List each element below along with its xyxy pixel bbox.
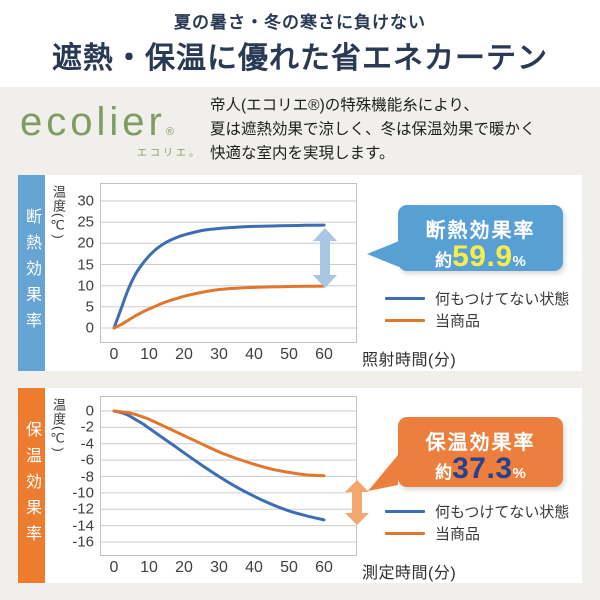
chart-legend: 何もつけてない状態 当商品 — [385, 500, 569, 544]
chart-legend: 何もつけてない状態 当商品 — [385, 287, 569, 331]
logo-wordmark: ecolier — [20, 100, 166, 144]
insulation-banner: 断熱効果率 — [18, 175, 45, 371]
content-area: ecolier® エコリエ。 帝人(エコリエ®)の特殊機能糸により、 夏は遮熱効… — [0, 87, 600, 600]
intro-line-2: 夏は遮熱効果で涼しく、冬は保温効果で暖かく — [210, 121, 536, 139]
legend-label: 何もつけてない状態 — [435, 503, 570, 521]
heat-retention-chart-card: 保温効果率 温度(℃) 0 -2 -4 -6 -8 -10 -12 -14 -16 0 10 20 3… — [18, 388, 582, 583]
legend-label: 当商品 — [435, 312, 481, 330]
callout-value-row: 約59.9% — [398, 240, 563, 274]
header-subtitle: 夏の暑さ・冬の寒さに負けない — [174, 13, 426, 32]
callout-unit: % — [512, 465, 526, 482]
callout-tail-icon — [368, 455, 398, 491]
ecolier-logo: ecolier® エコリエ。 — [20, 96, 210, 162]
heat-retention-line-chart — [100, 396, 357, 556]
callout-tail-icon — [367, 241, 399, 267]
callout-title: 断熱効果率 — [425, 220, 536, 242]
callout-value: 59.9 — [452, 240, 513, 273]
insulation-callout: 断熱効果率 約59.9% — [367, 205, 563, 274]
intro-description: 帝人(エコリエ®)の特殊機能糸により、 夏は遮熱効果で涼しく、冬は保温効果で暖か… — [210, 94, 582, 167]
legend-item-product: 当商品 — [385, 309, 569, 331]
callout-title: 保温効果率 — [425, 432, 536, 454]
callout-value: 37.3 — [452, 452, 513, 485]
x-axis-title: 照射時間(分) — [362, 352, 457, 369]
callout-approx: 約 — [435, 463, 453, 482]
x-axis-title: 測定時間(分) — [362, 565, 457, 582]
insulation-line-chart — [100, 183, 357, 343]
header: 夏の暑さ・冬の寒さに負けない 遮熱・保温に優れた省エネカーテン — [0, 0, 600, 87]
callout-approx: 約 — [435, 251, 453, 270]
legend-line-orange-icon — [385, 318, 425, 322]
temperature-difference-arrow-icon — [313, 228, 337, 288]
temperature-difference-arrow-icon — [345, 480, 369, 525]
logo-ruby: エコリエ。 — [137, 148, 202, 159]
legend-label: 当商品 — [435, 525, 481, 543]
y-axis-title: 温度(℃) — [51, 185, 66, 240]
intro-line-1: 帝人(エコリエ®)の特殊機能糸により、 — [210, 97, 479, 114]
legend-item-bare: 何もつけてない状態 — [385, 500, 569, 522]
page-title: 遮熱・保温に優れた省エネカーテン — [52, 42, 548, 75]
y-axis-title: 温度(℃) — [51, 398, 66, 453]
legend-label: 何もつけてない状態 — [435, 290, 570, 308]
legend-item-bare: 何もつけてない状態 — [385, 287, 569, 309]
legend-line-blue-icon — [385, 296, 425, 300]
callout-unit: % — [512, 253, 526, 270]
callout-value-row: 約37.3% — [398, 452, 563, 486]
insulation-chart-card: 断熱効果率 温度(℃) 30 25 20 15 10 5 0 0 10 20 30 40 50 60 照… — [18, 175, 582, 371]
legend-item-product: 当商品 — [385, 522, 569, 544]
heat-retention-callout: 保温効果率 約37.3% — [368, 417, 563, 491]
heat-retention-banner: 保温効果率 — [18, 388, 45, 583]
intro-line-3: 快適な室内を実現します。 — [210, 145, 395, 163]
legend-line-blue-icon — [385, 509, 425, 513]
legend-line-orange-icon — [385, 531, 425, 535]
registered-trademark-icon: ® — [165, 126, 174, 138]
